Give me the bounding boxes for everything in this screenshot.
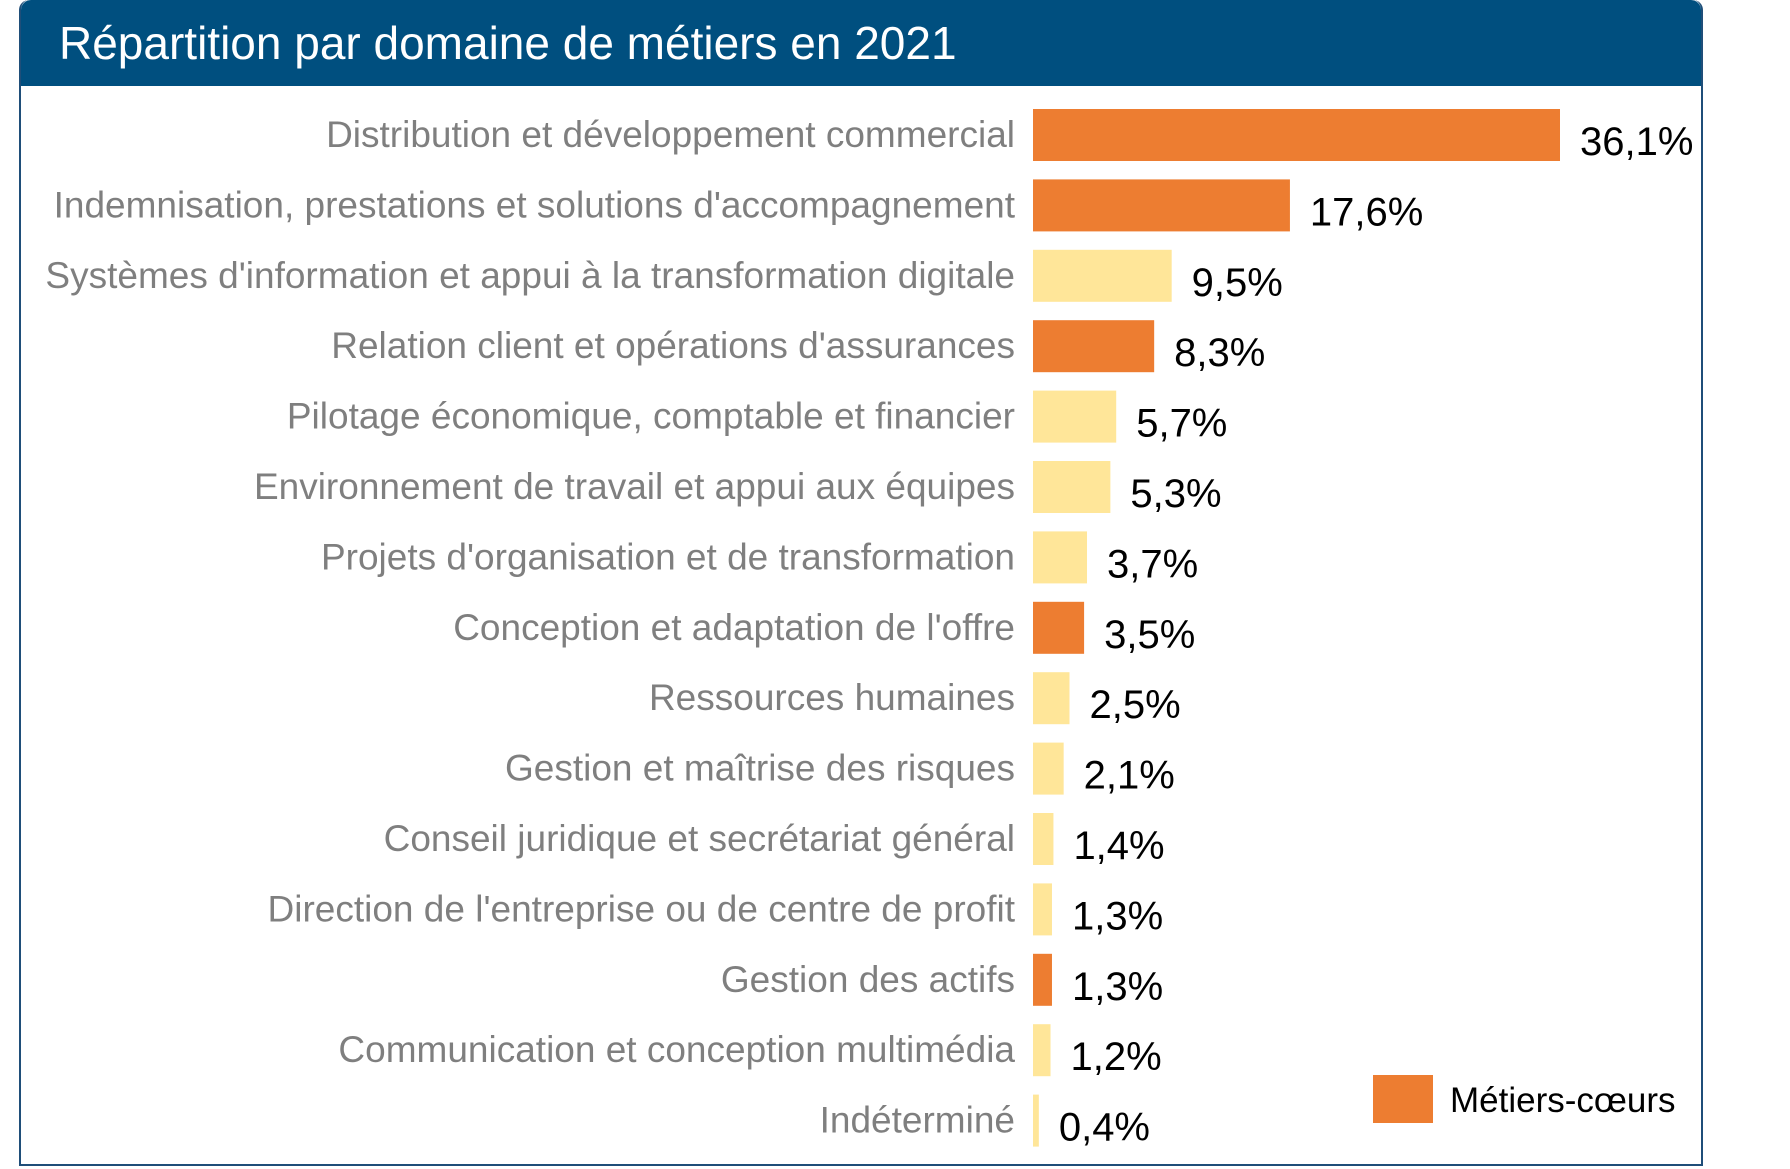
category-label-13: Communication et conception multimédia (338, 1029, 1015, 1070)
category-label-14: Indéterminé (820, 1100, 1015, 1141)
bar-5 (1033, 461, 1111, 513)
category-label-4: Pilotage économique, comptable et financ… (287, 396, 1015, 437)
bar-0 (1033, 109, 1560, 161)
value-label-2: 9,5% (1192, 261, 1283, 305)
category-label-7: Conception et adaptation de l'offre (453, 607, 1015, 648)
bar-9 (1033, 742, 1064, 795)
bar-14 (1033, 1094, 1039, 1147)
value-label-0: 36,1% (1580, 120, 1693, 164)
bar-12 (1033, 953, 1052, 1006)
value-label-11: 1,3% (1072, 894, 1163, 938)
bar-1 (1033, 179, 1290, 232)
category-label-8: Ressources humaines (649, 677, 1015, 718)
bar-7 (1033, 601, 1085, 654)
value-label-14: 0,4% (1059, 1106, 1150, 1150)
category-label-2: Systèmes d'information et appui à la tra… (45, 255, 1015, 296)
bar-4 (1033, 390, 1117, 443)
value-label-3: 8,3% (1174, 331, 1265, 375)
value-label-9: 2,1% (1084, 754, 1175, 798)
legend: Métiers-cœurs (1373, 1075, 1676, 1123)
bar-6 (1033, 531, 1088, 584)
category-label-0: Distribution et développement commercial (326, 114, 1015, 155)
category-label-6: Projets d'organisation et de transformat… (321, 536, 1015, 577)
bar-11 (1033, 883, 1052, 936)
category-label-3: Relation client et opérations d'assuranc… (331, 325, 1015, 366)
category-label-12: Gestion des actifs (721, 959, 1015, 1000)
category-label-11: Direction de l'entreprise ou de centre d… (268, 888, 1016, 929)
category-label-5: Environnement de travail et appui aux éq… (254, 466, 1015, 507)
value-labels: 36,1% 17,6% 9,5% 8,3% 5,7% 5,3% 3,7% 3,5% 2,5% 2,… (1059, 120, 1694, 1150)
category-label-10: Conseil juridique et secrétariat général (384, 818, 1015, 859)
category-label-1: Indemnisation, prestations et solutions … (54, 184, 1016, 225)
value-label-7: 3,5% (1104, 613, 1195, 657)
bar-3 (1033, 320, 1155, 373)
bar-2 (1033, 249, 1172, 302)
legend-swatch-core (1373, 1075, 1433, 1123)
value-label-10: 1,4% (1073, 824, 1164, 868)
category-label-9: Gestion et maîtrise des risques (505, 748, 1015, 789)
value-label-8: 2,5% (1089, 683, 1180, 727)
value-label-1: 17,6% (1310, 190, 1423, 234)
bars-group (1033, 109, 1560, 1147)
category-labels: Distribution et développement commercial… (45, 114, 1015, 1141)
value-label-12: 1,3% (1072, 965, 1163, 1009)
value-label-4: 5,7% (1136, 402, 1227, 446)
bar-13 (1033, 1024, 1051, 1077)
bar-10 (1033, 813, 1054, 865)
bar-8 (1033, 672, 1070, 725)
legend-label-core: Métiers-cœurs (1450, 1081, 1676, 1120)
chart-frame: Répartition par domaine de métiers en 20… (19, 0, 1703, 1166)
value-label-13: 1,2% (1071, 1035, 1162, 1079)
chart-title: Répartition par domaine de métiers en 20… (21, 0, 1701, 86)
value-label-5: 5,3% (1130, 472, 1221, 516)
value-label-6: 3,7% (1107, 542, 1198, 586)
